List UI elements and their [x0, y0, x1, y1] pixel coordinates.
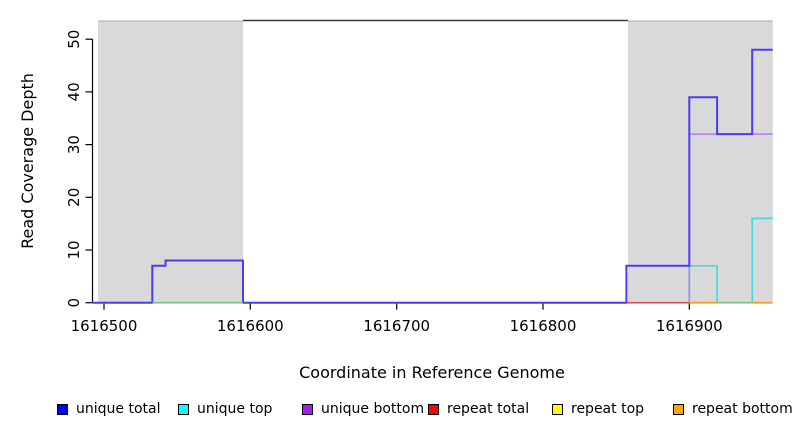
x-tick-label: 1616900 [656, 317, 723, 335]
y-tick-label: 30 [65, 135, 83, 154]
x-tick-label: 1616600 [217, 317, 284, 335]
legend-swatch-unique-bottom [302, 403, 313, 415]
legend-item-label: unique bottom [321, 401, 425, 417]
legend-swatch-repeat-bottom [673, 403, 684, 415]
legend-item-label: unique total [76, 401, 161, 417]
y-tick-label: 20 [65, 188, 83, 207]
masked-region [627, 20, 773, 303]
y-tick-label: 10 [65, 240, 83, 259]
plot-generated-layer: 0 10 20 30 40 50 1616500 1616600 1616700 1616800 1… [65, 19, 773, 335]
y-tick-label: 50 [65, 30, 83, 49]
legend-item-label: repeat top [571, 401, 645, 417]
legend-item-label: repeat bottom [692, 401, 792, 417]
y-tick-label: 40 [65, 82, 83, 101]
x-axis-title: Coordinate in Reference Genome [299, 363, 565, 382]
legend-item-repeat-top: repeat top [552, 399, 644, 419]
legend-swatch-repeat-top [552, 403, 563, 415]
masked-region [98, 20, 243, 303]
legend-item-unique-top: unique top [178, 399, 272, 419]
x-tick-label: 1616800 [510, 317, 577, 335]
series-line-unique-total [92, 48, 773, 304]
legend-item-unique-total: unique total [57, 399, 160, 419]
legend-item-repeat-total: repeat total [428, 399, 529, 419]
x-tick-label: 1616700 [363, 317, 430, 335]
legend: unique total unique top unique bottom repea… [0, 399, 792, 421]
x-tick-label: 1616500 [71, 317, 138, 335]
legend-swatch-unique-total [57, 403, 68, 415]
legend-swatch-unique-top [178, 403, 189, 415]
legend-item-repeat-bottom: repeat bottom [673, 399, 792, 419]
legend-swatch-repeat-total [428, 403, 439, 415]
legend-item-label: repeat total [447, 401, 530, 417]
legend-item-unique-bottom: unique bottom [302, 399, 424, 419]
legend-item-label: unique top [197, 401, 273, 417]
y-axis-title: Read Coverage Depth [18, 73, 37, 249]
y-tick-label: 0 [65, 298, 83, 308]
